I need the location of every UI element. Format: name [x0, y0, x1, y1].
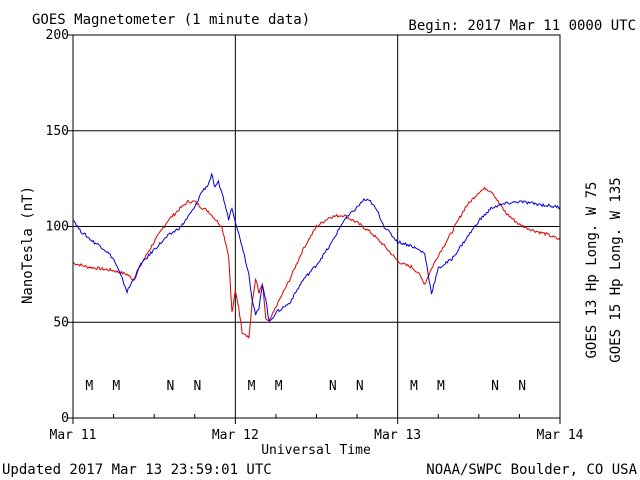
- x-tick-label: Mar 14: [537, 428, 584, 443]
- chart-title: GOES Magnetometer (1 minute data): [32, 12, 310, 28]
- marker-m: M: [248, 379, 256, 394]
- y-tick-label: 0: [61, 411, 69, 426]
- y-axis-ticks: 0 50 100 150 200: [46, 28, 73, 426]
- x-axis-label: Universal Time: [261, 443, 371, 458]
- source-credit: NOAA/SWPC Boulder, CO USA: [426, 462, 637, 478]
- x-tick-label: Mar 12: [212, 428, 259, 443]
- y-tick-label: 200: [46, 28, 69, 43]
- marker-n: N: [329, 379, 337, 394]
- series-goes15-line: [72, 173, 561, 322]
- marker-m: M: [437, 379, 445, 394]
- legend-goes15: GOES 15 Hp Long. W 135: [608, 177, 624, 362]
- marker-n: N: [194, 379, 202, 394]
- marker-n: N: [491, 379, 499, 394]
- legend-goes13: GOES 13 Hp Long. W 75: [584, 181, 600, 358]
- y-axis-label: NanoTesla (nT): [20, 186, 36, 304]
- y-tick-label: 150: [46, 124, 69, 139]
- marker-m: M: [410, 379, 418, 394]
- x-tick-label: Mar 13: [374, 428, 421, 443]
- begin-time: Begin: 2017 Mar 11 0000 UTC: [408, 18, 636, 34]
- x-axis-ticks: Mar 11 Mar 12 Mar 13 Mar 14: [50, 414, 584, 443]
- marker-n: N: [518, 379, 526, 394]
- x-tick-label: Mar 11: [50, 428, 97, 443]
- updated-time: Updated 2017 Mar 13 23:59:01 UTC: [2, 462, 272, 478]
- y-tick-label: 100: [46, 220, 69, 235]
- marker-n: N: [356, 379, 364, 394]
- marker-m: M: [275, 379, 283, 394]
- marker-n: N: [166, 379, 174, 394]
- series-goes13-line: [72, 186, 561, 340]
- marker-m: M: [85, 379, 93, 394]
- gridlines: [73, 35, 560, 418]
- y-tick-label: 50: [53, 315, 69, 330]
- series-layer: [72, 173, 561, 340]
- marker-m: M: [112, 379, 120, 394]
